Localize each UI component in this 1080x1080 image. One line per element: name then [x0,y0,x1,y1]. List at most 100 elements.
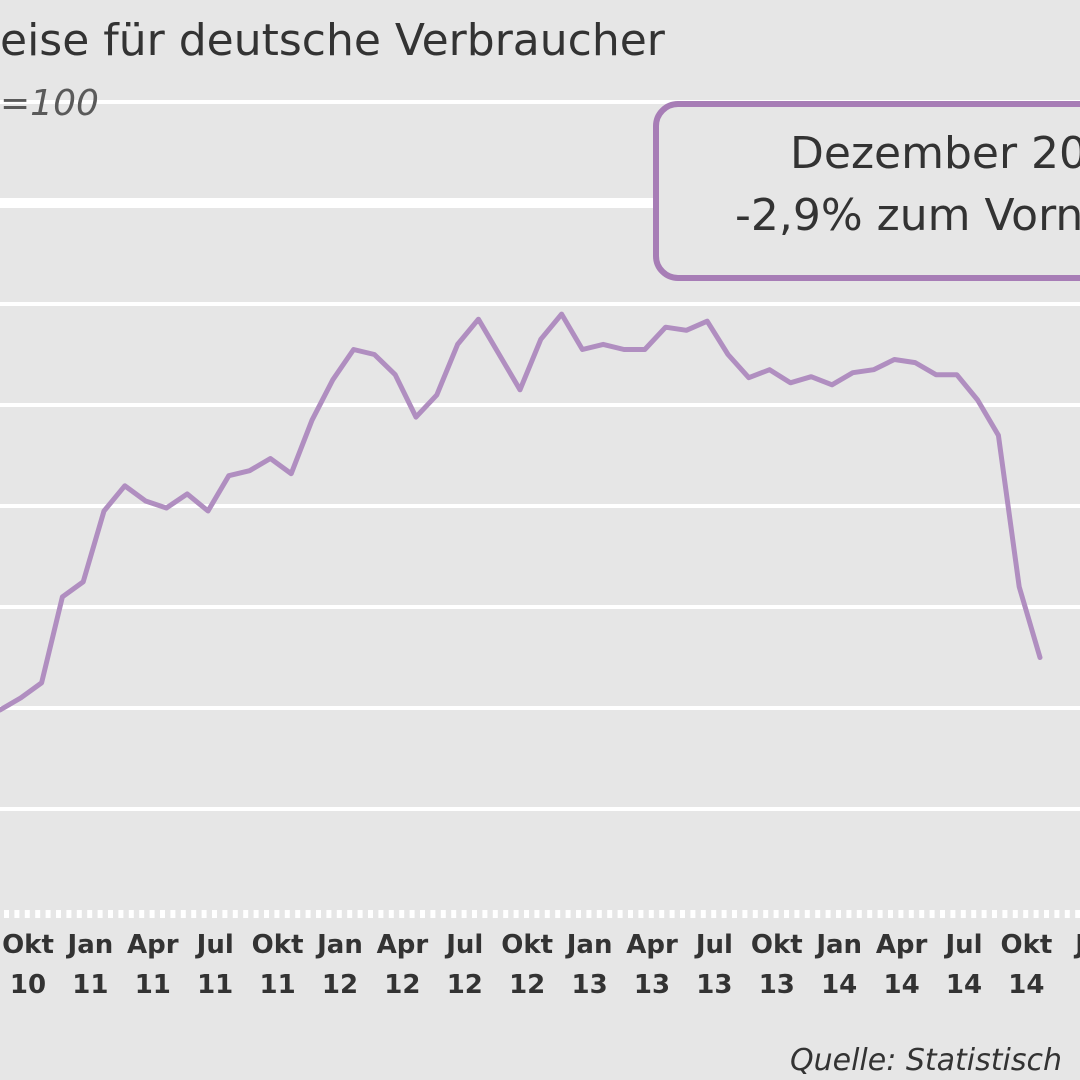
axis-tick [97,910,103,918]
x-tick-label-year: 10 [10,970,46,1000]
x-tick-label-month: Jan [315,930,363,960]
axis-tick [721,910,727,918]
axis-tick [555,910,561,918]
axis-tick [35,910,41,918]
chart-subtitle: =100 [0,83,99,124]
x-tick-label-month: Apr [127,930,179,960]
axis-tick [794,910,800,918]
x-tick-label-month: Jan [814,930,862,960]
axis-tick [773,910,779,918]
axis-tick [596,910,602,918]
axis-tick [971,910,977,918]
axis-tick [357,910,363,918]
axis-tick [336,910,342,918]
axis-tick [804,910,810,918]
axis-tick [4,910,9,918]
axis-tick [669,910,675,918]
axis-tick [368,910,373,918]
axis-tick [888,910,893,918]
axis-tick [638,910,644,918]
x-tick-label-month: Ja [1073,930,1080,960]
axis-tick [1033,910,1039,918]
x-tick-label-month: Apr [377,930,429,960]
axis-tick [659,910,665,918]
axis-tick [690,910,696,918]
axis-tick [898,910,904,918]
x-tick-label-year: 11 [197,970,233,1000]
annotation-box: Dezember 20 -2,9% zum Vorn [653,101,1080,281]
axis-tick [576,910,581,918]
axis-tick [981,910,987,918]
axis-tick [513,910,519,918]
axis-tick [180,910,186,918]
axis-tick [846,910,852,918]
axis-tick [607,910,613,918]
x-tick-label-month: Okt [252,930,304,960]
axis-tick [305,910,311,918]
axis-tick [544,910,550,918]
axis-tick [1064,910,1070,918]
axis-tick [565,910,571,918]
axis-tick [929,910,935,918]
axis-tick [992,910,997,918]
axis-tick [409,910,415,918]
axis-tick [908,910,914,918]
axis-tick [742,910,748,918]
axis-tick [440,910,446,918]
axis-tick [784,910,789,918]
x-axis-tick-labels: Okt 10 Jan 11 Apr 11 Jul 11 Okt 11 Jan 12 Apr 12 Jul 12… [2,930,1080,1000]
axis-tick [628,910,633,918]
axis-tick [388,910,394,918]
x-tick-label-month: Okt [2,930,54,960]
axis-tick [399,910,405,918]
axis-tick [1054,910,1060,918]
axis-tick [482,910,488,918]
axis-tick [284,910,290,918]
x-tick-label-year: 14 [946,970,982,1000]
x-tick-label-year: 13 [634,970,670,1000]
x-tick-label-year: 13 [759,970,795,1000]
axis-tick [867,910,873,918]
x-tick-label-year: 11 [260,970,296,1000]
x-tick-label-year: 12 [447,970,483,1000]
axis-tick [940,910,945,918]
x-tick-label-year: 14 [884,970,920,1000]
x-tick-label-year: 14 [821,970,857,1000]
x-tick-label-month: Jan [66,930,114,960]
axis-tick [534,910,540,918]
chart-title: eise für deutsche Verbraucher [0,15,666,66]
axis-tick [524,910,529,918]
axis-tick [919,910,925,918]
x-tick-label-year: 13 [696,970,732,1000]
axis-tick [711,910,717,918]
axis-tick [160,910,165,918]
x-tick-label-year: 13 [572,970,608,1000]
axis-tick [648,910,654,918]
annotation-line-2: -2,9% zum Vorn [735,190,1080,241]
x-tick-label-month: Okt [751,930,803,960]
axis-tick [950,910,956,918]
axis-tick [212,910,217,918]
axis-tick [700,910,706,918]
axis-tick [378,910,384,918]
axis-tick [76,910,82,918]
axis-tick [316,910,321,918]
axis-tick [243,910,249,918]
axis-tick [66,910,72,918]
x-tick-label-month: Okt [1000,930,1052,960]
axis-tick [45,910,51,918]
axis-tick [56,910,61,918]
x-tick-label-month: Apr [626,930,678,960]
axis-tick [264,910,269,918]
axis-tick [586,910,592,918]
axis-tick [128,910,134,918]
axis-tick [170,910,176,918]
axis-tick [1002,910,1008,918]
x-axis-ticks [4,910,1080,918]
x-tick-label-month: Jul [694,930,733,960]
x-tick-label-year: 12 [384,970,420,1000]
x-tick-label-month: Apr [876,930,928,960]
axis-tick [732,910,737,918]
axis-tick [1012,910,1018,918]
